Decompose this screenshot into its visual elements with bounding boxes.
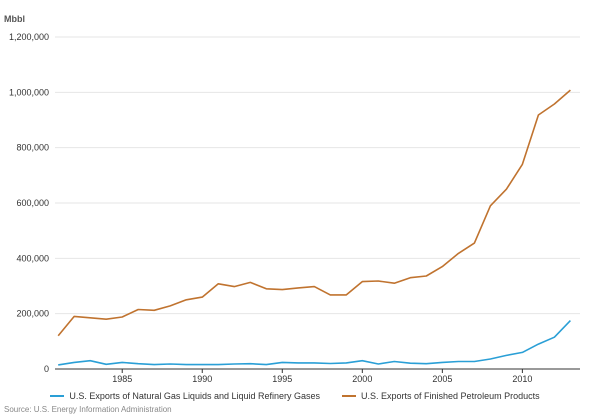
y-axis-ticks: 0 200,000 400,000 600,000 800,000 1,000,000 1,… [9, 32, 49, 374]
series-line-ngl [58, 320, 571, 366]
series-lines [57, 89, 571, 366]
source-note: Source: U.S. Energy Information Administ… [4, 405, 172, 414]
x-tick-label: 2010 [512, 374, 532, 384]
y-tick-label: 200,000 [16, 309, 49, 319]
x-tick-label: 1990 [192, 374, 212, 384]
legend-swatch-finished-products [342, 395, 357, 397]
legend-label-ngl: U.S. Exports of Natural Gas Liquids and … [69, 391, 321, 401]
line-chart: Mbbl 0 200,000 400,000 600,000 800,000 1,000,… [4, 14, 580, 384]
y-axis-unit-label: Mbbl [4, 14, 25, 24]
x-tick-label: 2000 [352, 374, 372, 384]
series-line-finished-products [57, 89, 571, 337]
y-tick-label: 1,000,000 [9, 87, 49, 97]
legend-item-finished-products[interactable]: U.S. Exports of Finished Petroleum Produ… [342, 389, 540, 403]
legend-swatch-ngl [50, 395, 65, 397]
legend-item-ngl[interactable]: U.S. Exports of Natural Gas Liquids and … [50, 389, 320, 403]
x-tick-label: 2005 [432, 374, 452, 384]
x-tick-label: 1985 [112, 374, 132, 384]
x-tick-label: 1995 [272, 374, 292, 384]
legend: U.S. Exports of Natural Gas Liquids and … [0, 389, 590, 403]
grid-lines [55, 36, 580, 315]
y-tick-label: 800,000 [16, 143, 49, 153]
x-axis-ticks: 1985 1990 1995 2000 2005 2010 [112, 369, 532, 384]
y-tick-label: 1,200,000 [9, 32, 49, 42]
legend-label-finished-products: U.S. Exports of Finished Petroleum Produ… [361, 391, 540, 401]
y-tick-label: 400,000 [16, 253, 49, 263]
y-tick-label: 0 [44, 364, 49, 374]
y-tick-label: 600,000 [16, 198, 49, 208]
